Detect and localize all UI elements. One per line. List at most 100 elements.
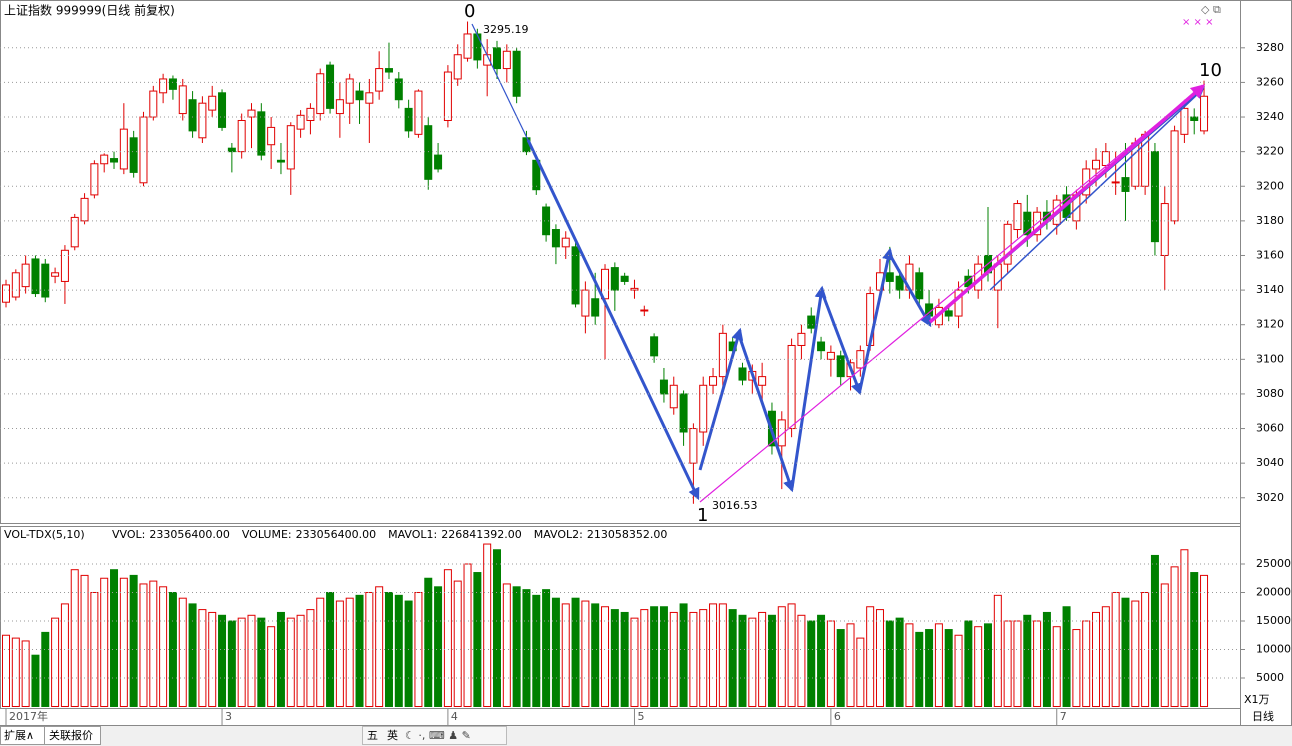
wave-line (858, 247, 894, 391)
volume-bar (1111, 591, 1120, 707)
volume-bar (934, 623, 943, 708)
legend-value: 233056400.00 (296, 528, 376, 541)
candle-body (473, 33, 482, 61)
ime-icons[interactable]: ☾ ·, ⌨ ♟ ✎ (405, 729, 471, 742)
annotation: 1 (697, 505, 708, 526)
annotation: 10 (1199, 60, 1222, 81)
candle-body (11, 272, 20, 298)
footer-tab[interactable] (44, 726, 101, 745)
candle-body (610, 267, 619, 291)
ime-button[interactable]: 英 (387, 728, 398, 742)
volume-bar (974, 626, 983, 708)
volume-bar (335, 600, 344, 708)
candle-body (1092, 159, 1101, 170)
volume-bar (748, 617, 757, 707)
ime-button[interactable]: 五 (367, 729, 378, 742)
footer-bar (0, 726, 1292, 746)
volume-bar (483, 543, 492, 707)
wave-line (738, 337, 795, 493)
y-tick-label: 3240 (1256, 110, 1284, 123)
candle-body (129, 137, 138, 173)
candle-body (443, 71, 452, 121)
candle-body (119, 128, 128, 170)
candle-body (306, 107, 315, 121)
volume-bar (925, 629, 934, 707)
volume-bar (954, 634, 963, 707)
volume-bar (944, 629, 953, 707)
candle-body (424, 125, 433, 180)
wave-line (888, 254, 932, 328)
volume-bar (601, 606, 610, 707)
candle-body (296, 114, 305, 130)
y-tick-label: 3140 (1256, 283, 1284, 296)
candle-body (188, 99, 197, 132)
window-icons[interactable]: ◇ ⧉ (1201, 3, 1221, 16)
y-tick-label: 25000 (1256, 557, 1291, 570)
volume-bar (679, 603, 688, 707)
volume-bar (80, 574, 89, 708)
y-tick-label: 20000 (1256, 585, 1291, 598)
candle-body (168, 78, 177, 90)
volume-bar (856, 637, 865, 708)
volume-bar (964, 620, 973, 707)
candle-body (345, 78, 354, 104)
peak-label: 3295.19 (483, 23, 529, 36)
volume-bar (286, 617, 295, 707)
volume-bar (139, 583, 148, 707)
volume-bar (630, 617, 639, 707)
volume-bar (699, 609, 708, 707)
volume-bar (51, 617, 60, 707)
price-panel (0, 0, 1241, 524)
volume-bar (453, 580, 462, 707)
wave-lines (0, 23, 1240, 679)
candle-body (787, 344, 796, 430)
volume-bar (149, 580, 158, 707)
candle-body (581, 289, 590, 317)
candle-body (335, 99, 344, 115)
candle-body (100, 154, 109, 165)
x-tick-label: 5 (637, 710, 644, 723)
volume-bar (532, 594, 541, 707)
volume-bar (875, 609, 884, 707)
candle-body (21, 263, 30, 288)
candle-body (797, 332, 806, 346)
volume-bar (110, 569, 119, 707)
indicator-name: VOL-TDX(5,10) (4, 528, 85, 541)
candle-body (650, 336, 659, 357)
legend-label: VOLUME: (242, 528, 292, 541)
volume-bar (463, 563, 472, 707)
candle-body (178, 85, 187, 115)
footer-tab-label[interactable]: 扩展∧ (4, 728, 34, 742)
y-tick-label: 3260 (1256, 75, 1284, 88)
wave-line (989, 91, 1201, 291)
volume-bar (915, 631, 924, 707)
volume-bar (984, 623, 992, 708)
volume-bar (836, 629, 845, 707)
candle-body (826, 351, 835, 360)
candle-body (1160, 203, 1169, 256)
volume-bar (276, 611, 285, 708)
period-label: 日线 (1252, 709, 1274, 723)
trend-line (699, 85, 1204, 503)
volume-bar (1052, 626, 1061, 708)
candle-body (1180, 107, 1189, 135)
footer-tab-label[interactable]: 关联报价 (49, 728, 93, 742)
candle-body (355, 90, 364, 101)
volume-bar (473, 572, 482, 708)
volume-bar (257, 617, 266, 707)
candle-body (208, 95, 217, 111)
y-tick-label: 15000 (1256, 614, 1291, 627)
candle-body (502, 50, 511, 70)
candle-body (1200, 95, 1209, 132)
volume-bar (542, 589, 551, 707)
volume-bar (188, 603, 197, 707)
volume-bar (640, 609, 649, 707)
volume-bar (571, 597, 580, 708)
volume-bar (817, 614, 826, 708)
candle-body (463, 33, 472, 59)
volume-bar (1190, 572, 1199, 708)
volume-bar (1023, 614, 1032, 708)
candle-body (414, 90, 423, 135)
volume-bar (129, 574, 138, 708)
y-tick-label: 3280 (1256, 41, 1284, 54)
